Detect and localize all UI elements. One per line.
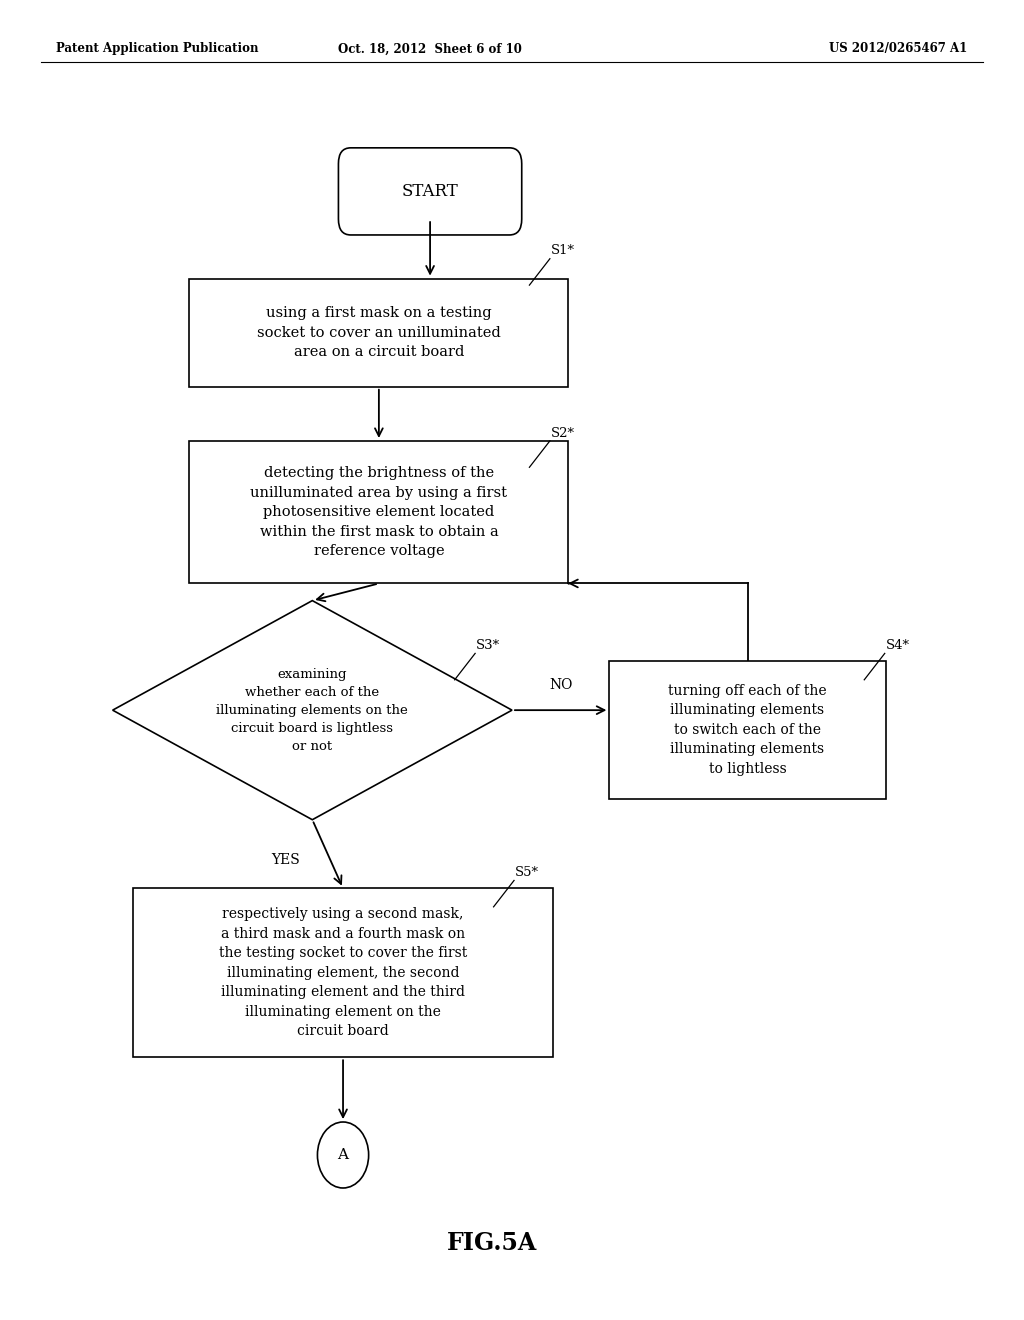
Bar [189,279,568,387]
Bar [609,661,886,799]
Text: YES: YES [271,853,300,867]
Polygon shape [113,601,512,820]
Text: S5*: S5* [515,866,539,879]
Text: examining
whether each of the
illuminating elements on the
circuit board is ligh: examining whether each of the illuminati… [216,668,409,752]
Text: Oct. 18, 2012  Sheet 6 of 10: Oct. 18, 2012 Sheet 6 of 10 [338,42,522,55]
Text: FIG.5A: FIG.5A [446,1232,537,1255]
Text: Patent Application Publication: Patent Application Publication [56,42,259,55]
Text: US 2012/0265467 A1: US 2012/0265467 A1 [829,42,968,55]
Text: S1*: S1* [551,244,574,257]
Text: START: START [401,183,459,199]
Circle shape [317,1122,369,1188]
Text: S3*: S3* [476,639,501,652]
Text: NO: NO [549,677,572,692]
Text: S2*: S2* [551,426,574,440]
Text: detecting the brightness of the
unilluminated area by using a first
photosensiti: detecting the brightness of the unillumi… [251,466,507,558]
Bar [189,441,568,583]
Text: respectively using a second mask,
a third mask and a fourth mask on
the testing : respectively using a second mask, a thir… [219,907,467,1039]
Bar [133,888,553,1057]
FancyBboxPatch shape [338,148,521,235]
Text: turning off each of the
illuminating elements
to switch each of the
illuminating: turning off each of the illuminating ele… [669,684,826,776]
Text: using a first mask on a testing
socket to cover an unilluminated
area on a circu: using a first mask on a testing socket t… [257,306,501,359]
Text: A: A [338,1148,348,1162]
Text: S4*: S4* [886,639,909,652]
